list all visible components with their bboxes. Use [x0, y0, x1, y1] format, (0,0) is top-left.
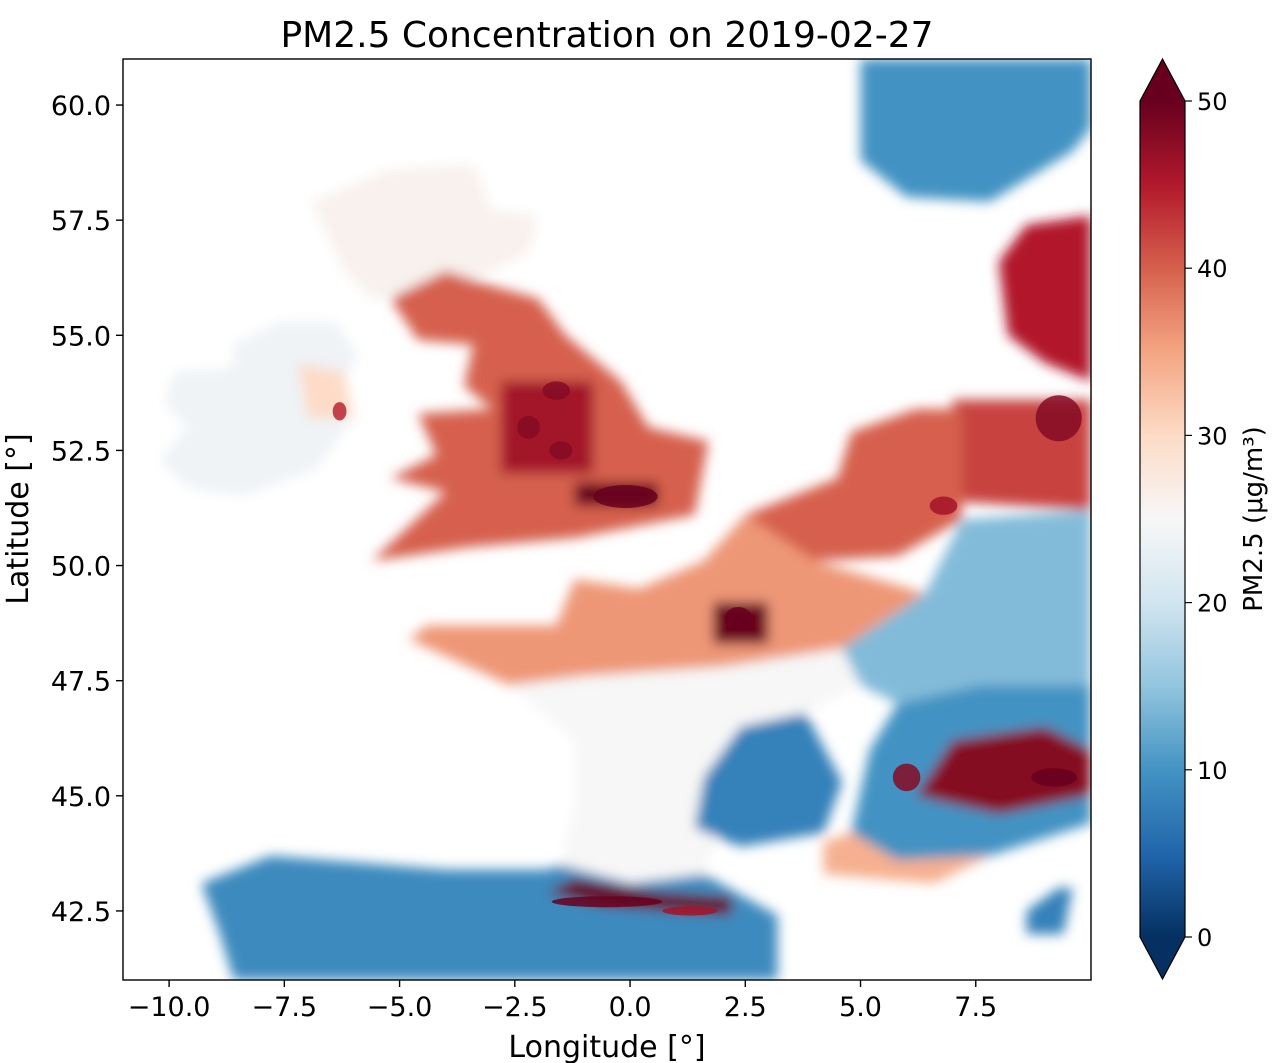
y-tick-label: 50.0: [51, 552, 111, 583]
colorbar-tick-label: 50: [1197, 88, 1228, 116]
colorbar-ticks: 0 10 20 30 40 50: [1185, 88, 1228, 952]
x-tick-label: 2.5: [724, 992, 767, 1023]
hotspot: [517, 415, 541, 439]
plot-frame: [122, 58, 1092, 981]
x-tick-label: −10.0: [128, 992, 211, 1023]
x-tick-label: 0.0: [609, 992, 652, 1023]
region-northern-france: [408, 514, 926, 686]
y-tick-label: 42.5: [51, 897, 111, 928]
y-tick-label: 55.0: [51, 321, 111, 352]
region-corsica: [1026, 887, 1073, 934]
region-southern-germany: [842, 510, 1091, 704]
x-tick-label: 5.0: [839, 992, 882, 1023]
region-norway: [860, 59, 1091, 202]
region-denmark: [998, 215, 1091, 382]
region-central-france: [823, 832, 990, 884]
region-pyrenees: [547, 878, 732, 916]
region-massif-central: [694, 712, 843, 847]
colorbar-tick-label: 10: [1197, 757, 1228, 785]
plot-area: [123, 59, 1091, 980]
x-axis-label: Longitude [°]: [508, 1030, 705, 1063]
hotspot: [551, 896, 663, 908]
y-tick-label: 52.5: [51, 436, 111, 467]
hotspot: [549, 441, 573, 460]
colorbar-extend-max: [1140, 59, 1185, 101]
region-central-france: [510, 648, 861, 884]
colorbar: 0 10 20 30 40 50 PM2.5 (μg/m³): [1139, 57, 1269, 981]
y-tick-label: 45.0: [51, 782, 111, 813]
region-po-valley: [915, 726, 1091, 815]
land-field: [159, 59, 1091, 980]
hotspot: [724, 607, 753, 630]
hotspot: [662, 906, 718, 916]
region-benelux: [745, 409, 962, 561]
y-tick-label: 60.0: [51, 91, 111, 122]
hotspot: [332, 402, 347, 421]
x-axis: −10.0 −7.5 −5.0 −2.5 0.0 2.5 5.0 7.5: [128, 980, 997, 1023]
hotspot: [542, 381, 571, 400]
x-tick-label: −5.0: [367, 992, 433, 1023]
colorbar-gradient: [1140, 101, 1185, 937]
colorbar-tick-label: 20: [1197, 590, 1228, 618]
colorbar-label: PM2.5 (μg/m³): [1239, 426, 1269, 612]
hotspot: [1031, 768, 1078, 787]
x-tick-label: −7.5: [252, 992, 318, 1023]
x-tick-label: −2.5: [482, 992, 548, 1023]
hotspot: [1035, 395, 1082, 442]
y-tick-label: 47.5: [51, 667, 111, 698]
colorbar-tick-label: 0: [1197, 924, 1212, 952]
x-tick-label: 7.5: [954, 992, 997, 1023]
colorbar-extend-min: [1140, 937, 1185, 979]
y-axis-label: Latitude [°]: [1, 433, 36, 604]
hotspot: [892, 763, 921, 792]
hotspot: [929, 496, 958, 515]
hotspots: [332, 381, 1082, 916]
y-axis: 42.5 45.0 47.5 50.0 52.5 55.0 57.5 60.0: [51, 91, 123, 928]
colorbar-tick-label: 40: [1197, 255, 1228, 283]
y-tick-label: 57.5: [51, 206, 111, 237]
region-scottish-highlands: [312, 164, 538, 299]
chart-title: PM2.5 Concentration on 2019-02-27: [280, 15, 933, 56]
region-spain: [201, 855, 778, 980]
colorbar-tick-label: 30: [1197, 422, 1228, 450]
hotspot: [593, 485, 658, 508]
